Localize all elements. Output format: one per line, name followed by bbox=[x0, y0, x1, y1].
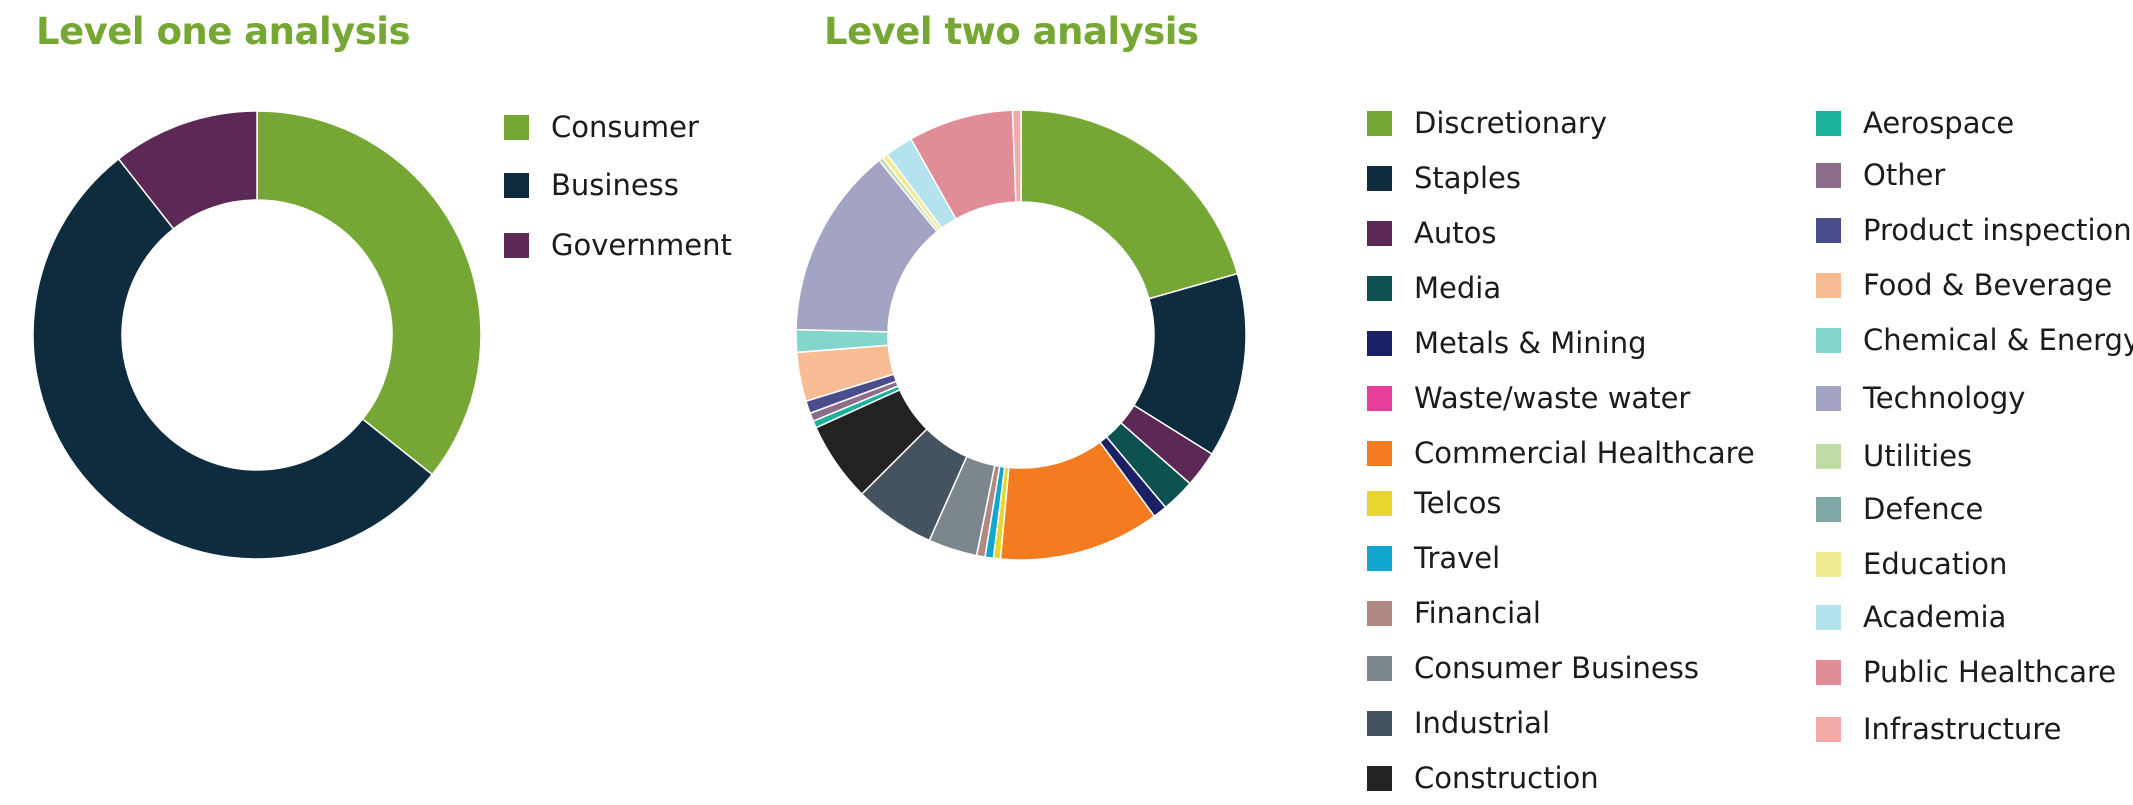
level-two-legend-label: Academia bbox=[1863, 600, 2007, 634]
level-two-legend-item-other: Other bbox=[1816, 158, 1945, 192]
level-two-legend-swatch bbox=[1367, 110, 1392, 136]
level-two-legend-item-aerospace: Aerospace bbox=[1816, 106, 2014, 140]
level-two-legend-swatch bbox=[1367, 165, 1392, 191]
level-one-slice-government bbox=[117, 110, 258, 230]
level-two-legend-swatch bbox=[1816, 272, 1841, 298]
level-one-legend-swatch bbox=[504, 232, 529, 258]
level-two-legend-label: Media bbox=[1414, 271, 1502, 305]
level-two-legend-label: Education bbox=[1863, 547, 2008, 581]
level-two-legend-swatch bbox=[1367, 765, 1392, 791]
level-two-legend-item-education: Education bbox=[1816, 547, 2007, 581]
level-two-legend-item-public-healthcare: Public Healthcare bbox=[1816, 655, 2116, 689]
level-two-legend-label: Defence bbox=[1863, 492, 1984, 526]
level-two-legend-swatch bbox=[1816, 604, 1841, 630]
level-two-legend-label: Telcos bbox=[1414, 486, 1502, 520]
level-two-legend-item-industrial: Industrial bbox=[1367, 706, 1550, 740]
level-two-legend-swatch bbox=[1367, 330, 1392, 356]
level-two-legend-item-food-beverage: Food & Beverage bbox=[1816, 268, 2112, 302]
level-two-legend-label: Discretionary bbox=[1414, 106, 1607, 140]
level-two-legend-swatch bbox=[1816, 110, 1841, 136]
level-one-slice-business bbox=[32, 157, 434, 560]
level-two-legend-item-commercial-healthcare: Commercial Healthcare bbox=[1367, 436, 1755, 470]
level-two-legend-label: Product inspection bbox=[1863, 213, 2132, 247]
level-one-slice-consumer bbox=[256, 110, 482, 476]
level-two-legend-item-staples: Staples bbox=[1367, 161, 1521, 195]
level-two-title: Level two analysis bbox=[824, 10, 1199, 53]
level-two-legend-label: Food & Beverage bbox=[1863, 268, 2113, 302]
level-two-legend-item-product-inspection: Product inspection bbox=[1816, 213, 2132, 247]
level-two-legend-label: Waste/waste water bbox=[1414, 381, 1691, 415]
level-two-legend-item-travel: Travel bbox=[1367, 541, 1500, 575]
level-two-legend-label: Construction bbox=[1414, 761, 1599, 795]
level-two-legend-swatch bbox=[1816, 162, 1841, 188]
level-two-legend-swatch bbox=[1816, 496, 1841, 522]
level-one-legend-label: Government bbox=[551, 228, 732, 262]
level-one-legend-item-government: Government bbox=[504, 228, 732, 262]
level-two-legend-item-technology: Technology bbox=[1816, 381, 2025, 415]
level-two-legend-label: Financial bbox=[1414, 596, 1541, 630]
level-two-legend-item-waste-waste-water: Waste/waste water bbox=[1367, 381, 1690, 415]
level-two-legend-swatch bbox=[1367, 655, 1392, 681]
level-two-legend-item-academia: Academia bbox=[1816, 600, 2006, 634]
level-two-slice-infrastructure bbox=[1011, 109, 1022, 203]
level-two-legend-item-defence: Defence bbox=[1816, 492, 1983, 526]
level-two-legend-item-utilities: Utilities bbox=[1816, 439, 1972, 473]
level-two-legend-label: Aerospace bbox=[1863, 106, 2015, 140]
level-one-legend-item-business: Business bbox=[504, 168, 679, 202]
level-two-legend-swatch bbox=[1367, 385, 1392, 411]
level-two-legend-swatch bbox=[1367, 710, 1392, 736]
level-two-legend-label: Technology bbox=[1863, 381, 2026, 415]
level-two-legend-swatch bbox=[1816, 659, 1841, 685]
level-one-legend-item-consumer: Consumer bbox=[504, 110, 699, 144]
level-two-legend-item-consumer-business: Consumer Business bbox=[1367, 651, 1699, 685]
level-two-legend-item-financial: Financial bbox=[1367, 596, 1541, 630]
level-two-legend-label: Utilities bbox=[1863, 439, 1973, 473]
level-two-legend-label: Metals & Mining bbox=[1414, 326, 1647, 360]
level-two-legend-swatch bbox=[1816, 385, 1841, 411]
level-two-legend-item-metals-mining: Metals & Mining bbox=[1367, 326, 1647, 360]
level-two-legend-swatch bbox=[1816, 217, 1841, 243]
level-two-legend-swatch bbox=[1367, 275, 1392, 301]
level-two-legend-item-media: Media bbox=[1367, 271, 1501, 305]
level-two-legend-label: Consumer Business bbox=[1414, 651, 1699, 685]
level-two-legend-item-construction: Construction bbox=[1367, 761, 1599, 795]
level-two-legend-label: Autos bbox=[1414, 216, 1497, 250]
level-two-slice-discretionary bbox=[1020, 109, 1239, 300]
level-two-legend-swatch bbox=[1367, 545, 1392, 571]
level-one-title: Level one analysis bbox=[36, 10, 411, 53]
level-two-legend-label: Commercial Healthcare bbox=[1414, 436, 1755, 470]
level-two-legend-label: Chemical & Energy bbox=[1863, 323, 2133, 357]
level-two-legend-swatch bbox=[1367, 490, 1392, 516]
level-two-legend-swatch bbox=[1816, 327, 1841, 353]
level-two-legend-label: Staples bbox=[1414, 161, 1521, 195]
level-two-legend-item-discretionary: Discretionary bbox=[1367, 106, 1607, 140]
level-two-legend-label: Travel bbox=[1414, 541, 1501, 575]
level-two-legend-swatch bbox=[1367, 220, 1392, 246]
level-one-legend-label: Consumer bbox=[551, 110, 699, 144]
level-two-legend-item-telcos: Telcos bbox=[1367, 486, 1501, 520]
level-two-legend-item-chemical-energy: Chemical & Energy bbox=[1816, 323, 2133, 357]
level-two-legend-item-infrastructure: Infrastructure bbox=[1816, 712, 2061, 746]
level-one-legend-swatch bbox=[504, 114, 529, 140]
level-two-legend-label: Industrial bbox=[1414, 706, 1551, 740]
level-two-legend-swatch bbox=[1367, 440, 1392, 466]
level-two-legend-label: Public Healthcare bbox=[1863, 655, 2117, 689]
level-two-legend-swatch bbox=[1816, 443, 1841, 469]
level-two-legend-swatch bbox=[1816, 716, 1841, 742]
level-two-legend-label: Infrastructure bbox=[1863, 712, 2062, 746]
level-two-legend-swatch bbox=[1367, 600, 1392, 626]
level-two-legend-label: Other bbox=[1863, 158, 1946, 192]
level-two-legend-item-autos: Autos bbox=[1367, 216, 1496, 250]
level-two-legend-swatch bbox=[1816, 551, 1841, 577]
level-one-legend-swatch bbox=[504, 172, 529, 198]
level-one-legend-label: Business bbox=[551, 168, 679, 202]
